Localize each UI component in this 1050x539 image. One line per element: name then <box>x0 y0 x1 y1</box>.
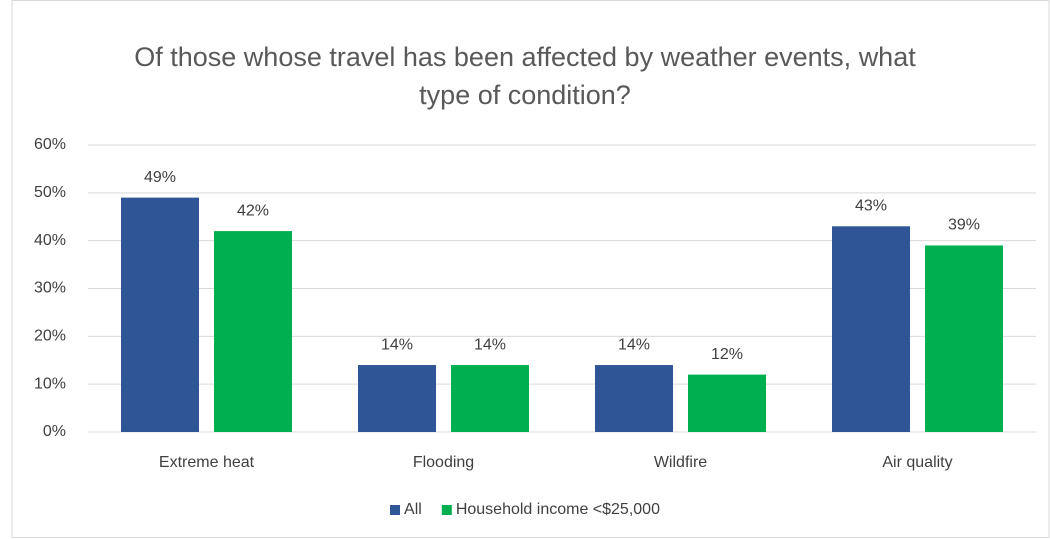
data-label: 42% <box>237 202 269 219</box>
y-tick-label: 60% <box>34 136 66 153</box>
x-tick-label: Extreme heat <box>159 454 255 471</box>
chart-border <box>11 0 1050 538</box>
y-tick-label: 40% <box>34 232 66 249</box>
data-label: 14% <box>474 336 506 353</box>
y-tick-label: 50% <box>34 184 66 201</box>
legend-swatch <box>441 505 452 515</box>
data-label: 12% <box>711 346 743 363</box>
y-tick-label: 0% <box>43 423 66 440</box>
chart-title: Of those whose travel has been affected … <box>134 42 916 110</box>
x-tick-label: Flooding <box>413 454 474 471</box>
data-label: 14% <box>381 336 413 353</box>
bar <box>214 231 292 432</box>
bar <box>925 245 1003 432</box>
legend-label: Household income <$25,000 <box>456 501 660 518</box>
bar <box>358 365 436 432</box>
data-label: 14% <box>618 336 650 353</box>
bar <box>121 197 199 432</box>
x-tick-label: Air quality <box>882 454 952 471</box>
bar <box>451 365 529 432</box>
bar <box>832 226 910 432</box>
x-tick-label: Wildfire <box>654 454 707 471</box>
data-label: 49% <box>144 169 176 186</box>
data-label: 39% <box>948 217 980 234</box>
y-tick-label: 10% <box>34 375 66 392</box>
legend-label: All <box>404 501 422 518</box>
y-tick-label: 20% <box>34 328 66 345</box>
bar <box>595 365 673 432</box>
legend-swatch <box>390 505 401 515</box>
bar <box>688 374 766 432</box>
y-tick-label: 30% <box>34 280 66 297</box>
data-label: 43% <box>855 198 887 215</box>
